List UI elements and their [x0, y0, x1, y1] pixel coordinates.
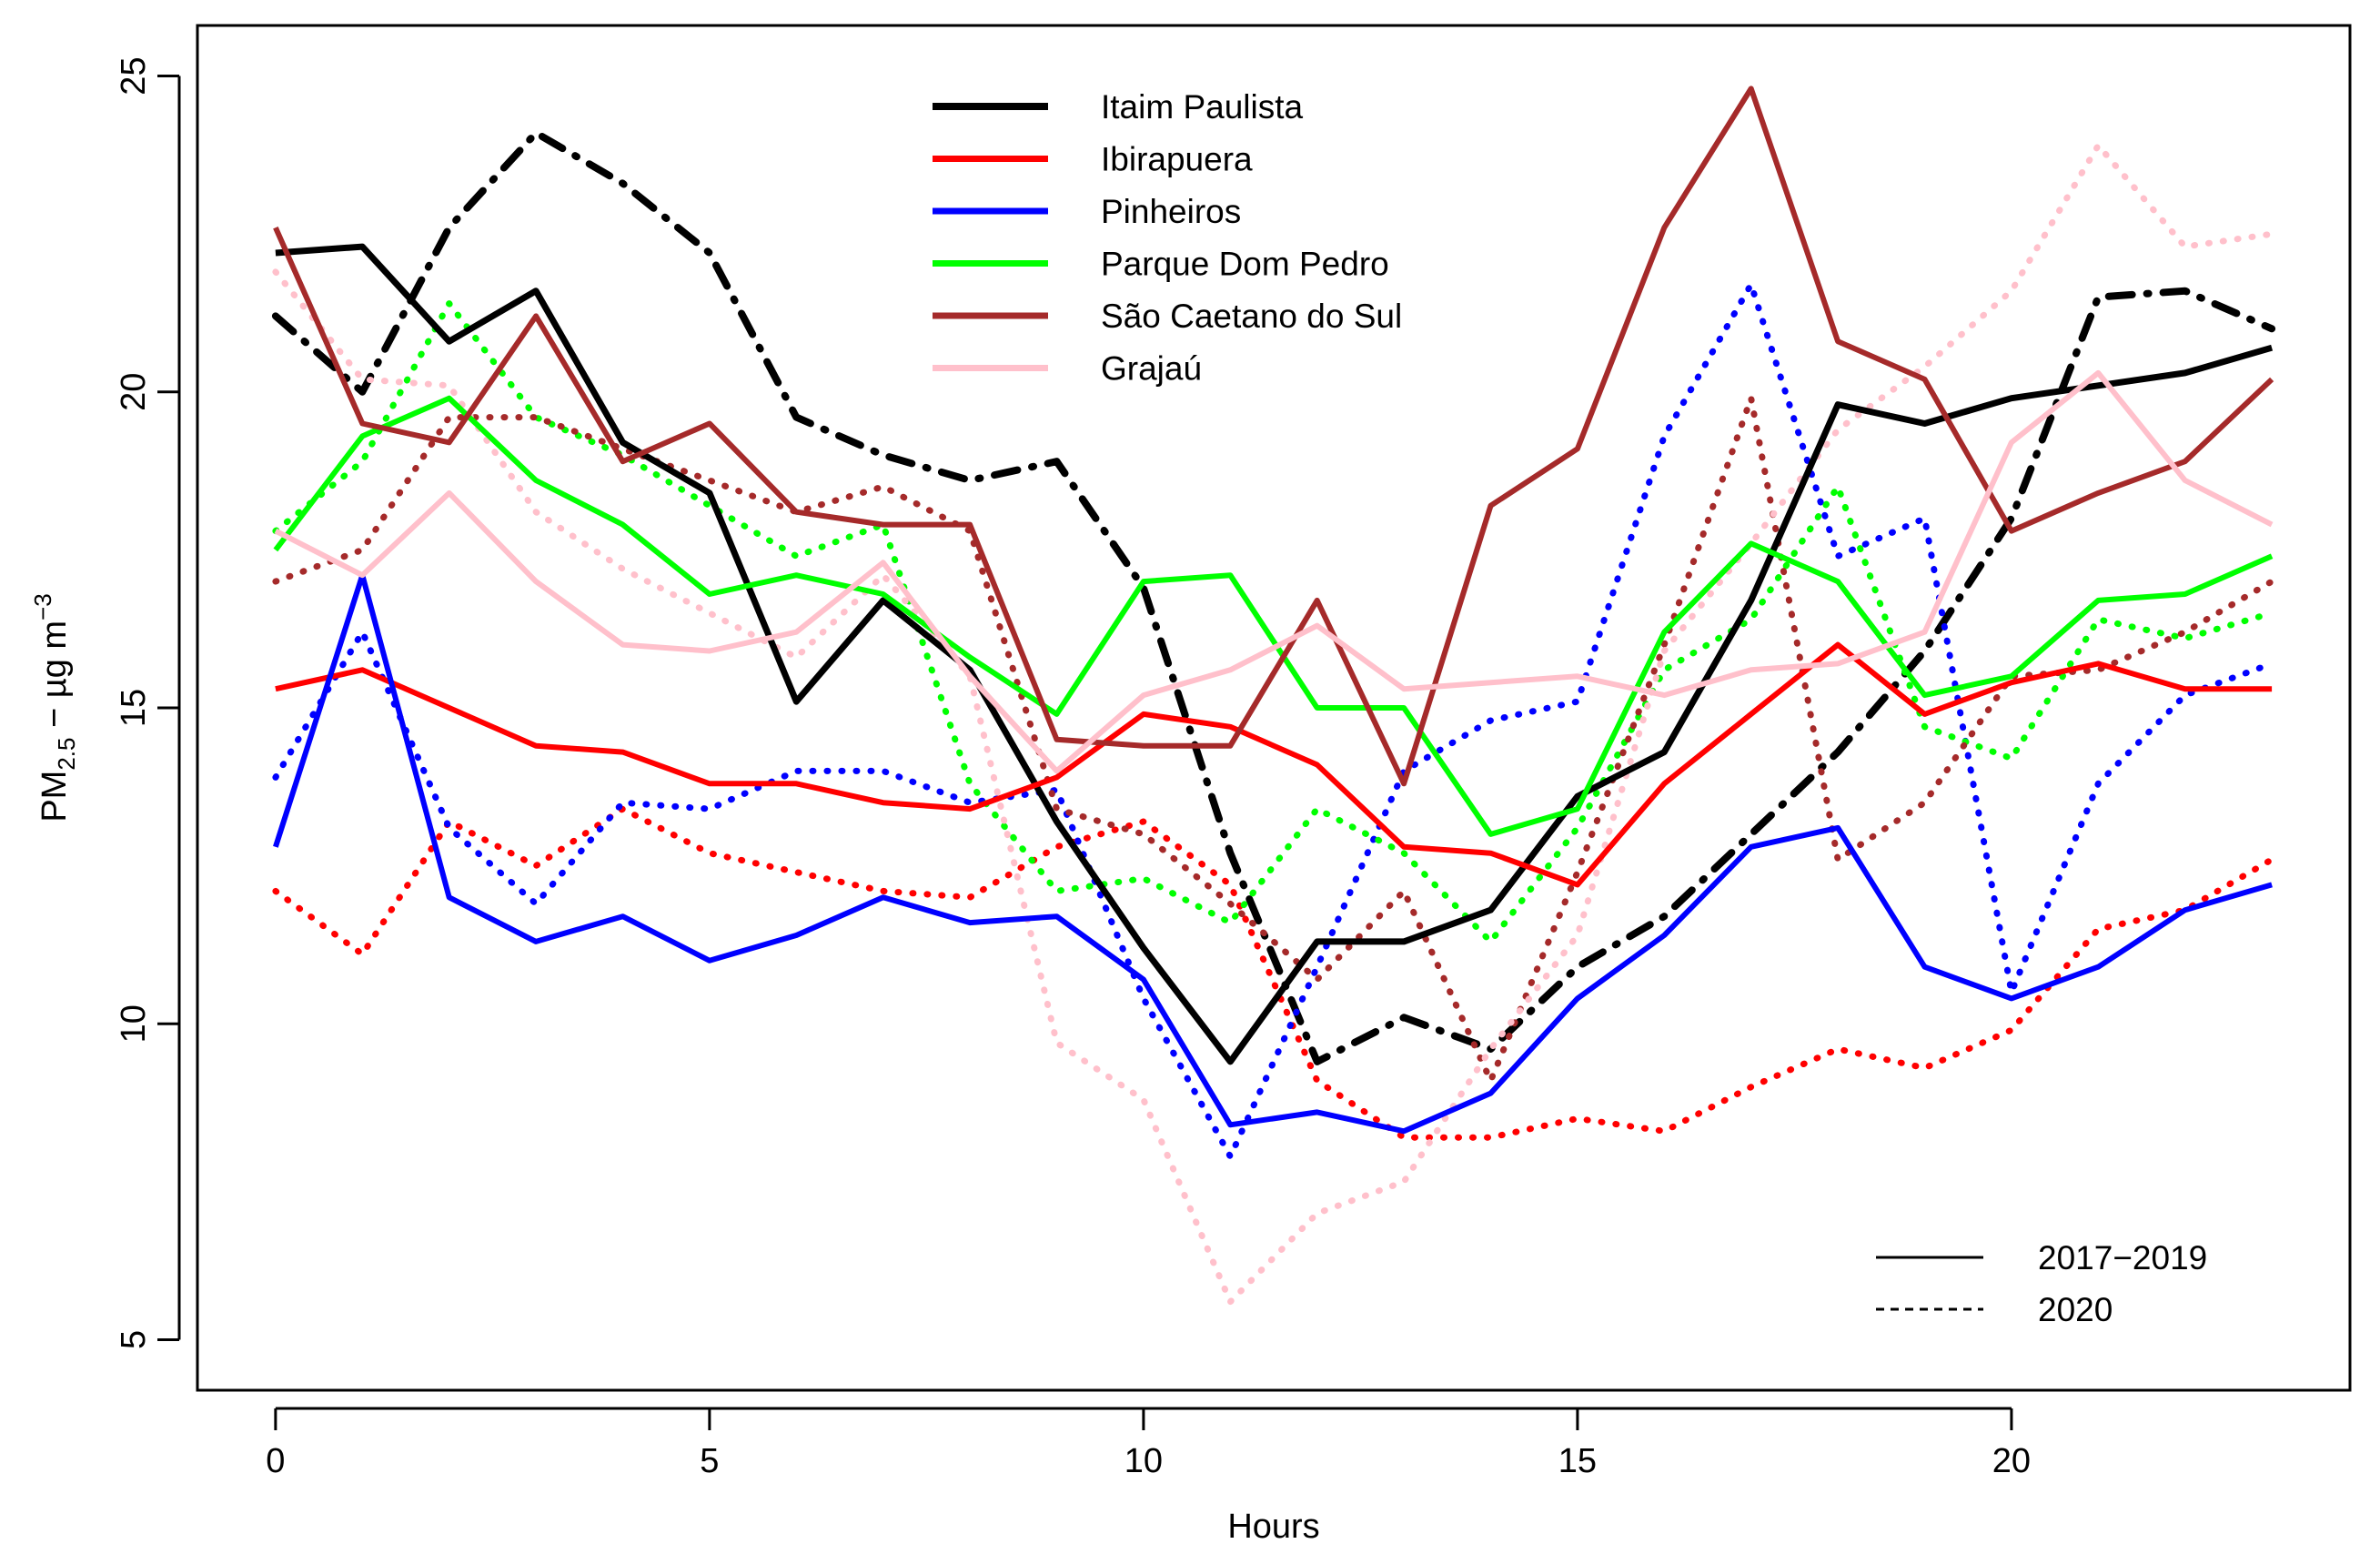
series-line-2017-2019-sao-caetano-do-sul: [273, 86, 2274, 787]
legend-label-parque-dom-pedro: Parque Dom Pedro: [1101, 246, 1389, 283]
series-2020-group: [271, 129, 2276, 1306]
period-legend-label: 2017−2019: [2038, 1239, 2207, 1276]
x-tick-label: 20: [1992, 1442, 2031, 1480]
series-line-2020-itaim-paulista: [271, 129, 2276, 1065]
legend-label-grajau: Grajaú: [1101, 350, 1202, 388]
y-tick-label: 5: [115, 1330, 153, 1349]
x-tick-label: 5: [700, 1442, 719, 1480]
series-2017-2019-group: [273, 86, 2274, 1135]
x-axis: 0 5 10 15 20: [266, 1407, 2031, 1480]
y-axis: 5 10 15 20 25: [115, 56, 181, 1349]
y-axis-title-sup: −3: [29, 593, 56, 621]
plot-frame: [196, 24, 2352, 1392]
legend-label-itaim-paulista: Itaim Paulista: [1101, 88, 1304, 126]
series-line-2017-2019-parque-dom-pedro: [273, 395, 2274, 837]
legend-label-sao-caetano-do-sul: São Caetano do Sul: [1101, 298, 1402, 335]
y-axis-title-rest: − µg m: [35, 621, 74, 738]
series-line-2020-parque-dom-pedro: [272, 300, 2275, 945]
x-axis-title: Hours: [1227, 1508, 1319, 1546]
y-axis-title-main: PM: [35, 771, 74, 822]
y-axis-title-sub: 2.5: [53, 738, 80, 771]
series-line-2017-2019-grajau: [274, 369, 2274, 774]
series-line-2017-2019-ibirapuera: [275, 641, 2273, 888]
y-tick-label: 15: [115, 689, 153, 727]
period-legend-label: 2020: [2038, 1291, 2113, 1328]
series-line-2020-grajau: [272, 142, 2275, 1306]
legend-label-ibirapuera: Ibirapuera: [1101, 141, 1253, 178]
legend: Itaim Paulista Ibirapuera Pinheiros Parque …: [933, 88, 1402, 388]
period-legend: 2017−2019 2020: [1876, 1239, 2207, 1328]
x-tick-label: 15: [1558, 1442, 1597, 1480]
x-tick-label: 0: [266, 1442, 285, 1480]
y-tick-label: 10: [115, 1004, 153, 1043]
y-axis-title: PM2.5 − µg m−3: [29, 593, 80, 822]
legend-label-pinheiros: Pinheiros: [1101, 193, 1241, 230]
x-tick-label: 10: [1124, 1442, 1163, 1480]
y-tick-label: 25: [115, 56, 153, 95]
y-tick-label: 20: [115, 373, 153, 411]
series-line-2020-sao-caetano-do-sul: [272, 395, 2275, 1085]
series-line-2017-2019-pinheiros: [273, 572, 2273, 1135]
series-line-2017-2019-itaim-paulista: [275, 243, 2274, 1065]
